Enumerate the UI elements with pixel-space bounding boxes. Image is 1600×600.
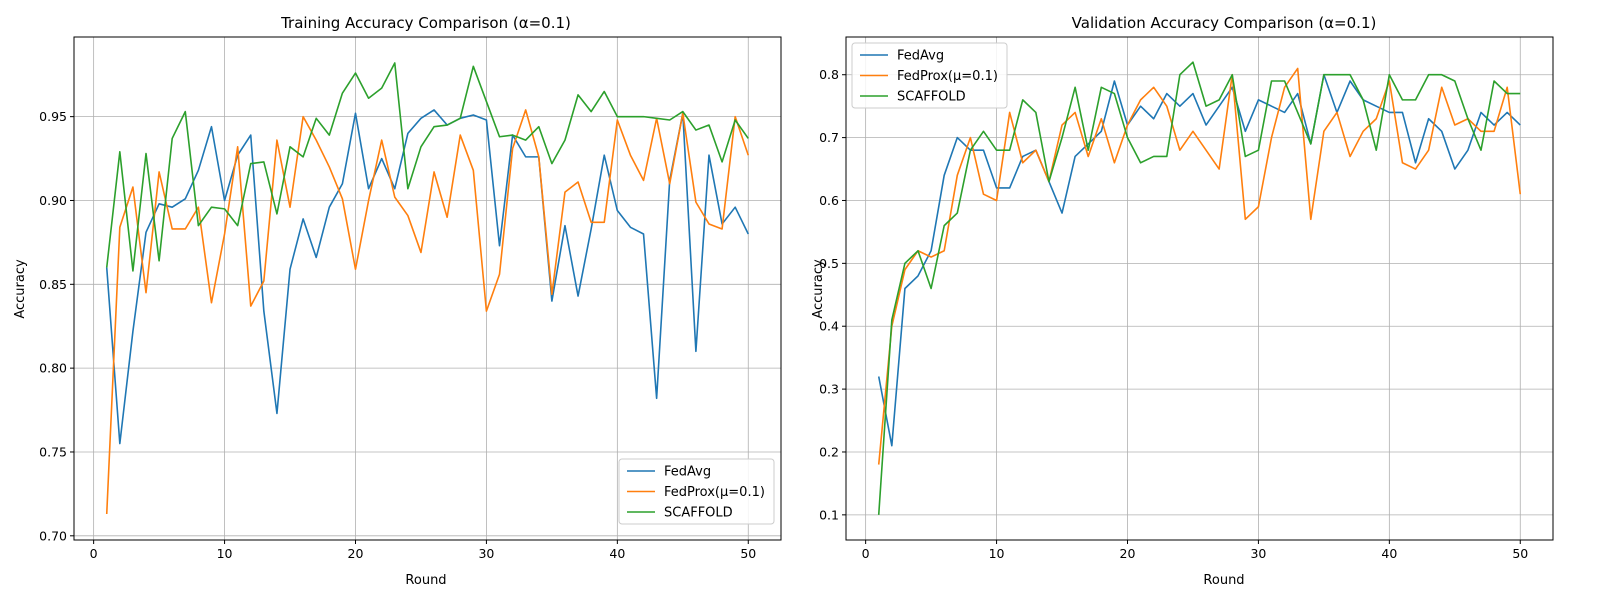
chart-title: Validation Accuracy Comparison (α=0.1) [1072,14,1377,32]
y-tick-label: 0.6 [819,193,839,208]
y-tick-label: 0.75 [39,444,67,459]
series-lines [105,62,750,515]
y-tick-label: 0.2 [819,444,839,459]
grid [74,37,781,540]
legend-label: FedAvg [897,49,944,64]
y-tick-label: 0.8 [819,67,839,82]
series-line-scaffold [877,61,1521,515]
x-axis-label: Round [405,573,446,588]
x-axis-label: Round [1203,573,1244,588]
y-tick-label: 0.85 [39,277,67,292]
x-tick-label: 0 [862,546,870,561]
legend-label: FedProx(μ=0.1) [897,69,998,84]
legend-label: FedAvg [664,465,711,480]
x-tick-label: 20 [1120,546,1136,561]
legend: FedAvg FedProx(μ=0.1) SCAFFOLD [618,458,775,525]
x-tick-label: 30 [1250,546,1266,561]
x-tick-label: 40 [1381,546,1397,561]
legend-box [851,42,1008,109]
y-axis-label: Accuracy [811,259,826,319]
y-tick-label: 0.5 [819,256,839,271]
series-line-fedprox-0-1 [105,109,750,515]
series-line-scaffold [105,62,749,272]
plot-frame [73,36,782,541]
y-axis-label: Accuracy [13,259,28,319]
x-tick-label: 20 [348,546,364,561]
chart-title: Training Accuracy Comparison (α=0.1) [280,14,571,32]
series-lines [877,61,1522,515]
x-tick-label: 0 [90,546,98,561]
y-tick-label: 0.95 [39,109,67,124]
plot-frame [845,36,1554,541]
x-tick-label: 30 [478,546,494,561]
legend-label: SCAFFOLD [897,90,966,105]
y-tick-label: 0.90 [39,193,67,208]
y-tick-label: 0.7 [819,130,839,145]
legend: FedAvg FedProx(μ=0.1) SCAFFOLD [851,42,1008,109]
x-tick-label: 10 [217,546,233,561]
x-tick-label: 10 [989,546,1005,561]
training-accuracy-chart: Training Accuracy Comparison (α=0.1) Rou… [13,14,782,588]
validation-accuracy-chart: Validation Accuracy Comparison (α=0.1) R… [811,14,1554,588]
y-tick-label: 0.1 [819,507,839,522]
legend-label: FedProx(μ=0.1) [664,485,765,500]
x-tick-label: 50 [740,546,756,561]
x-tick-label: 40 [609,546,625,561]
series-line-fedprox-0-1 [877,67,1522,465]
y-tick-label: 0.70 [39,528,67,543]
y-tick-label: 0.80 [39,361,67,376]
y-tick-label: 0.3 [819,382,839,397]
x-tick-label: 50 [1512,546,1528,561]
series-line-fedavg [877,73,1521,447]
legend-box [618,458,775,525]
axis-ticks: 0 10 20 30 40 50 0.70 0.75 0.80 0.85 0.90 0.95 [39,109,756,561]
legend-label: SCAFFOLD [664,506,733,521]
y-tick-label: 0.4 [819,319,839,334]
series-line-fedavg [105,109,749,445]
axis-ticks: 0 10 20 30 40 50 0.1 0.2 0.3 0.4 0.5 0.6 0.7 0.8 [819,67,1528,561]
